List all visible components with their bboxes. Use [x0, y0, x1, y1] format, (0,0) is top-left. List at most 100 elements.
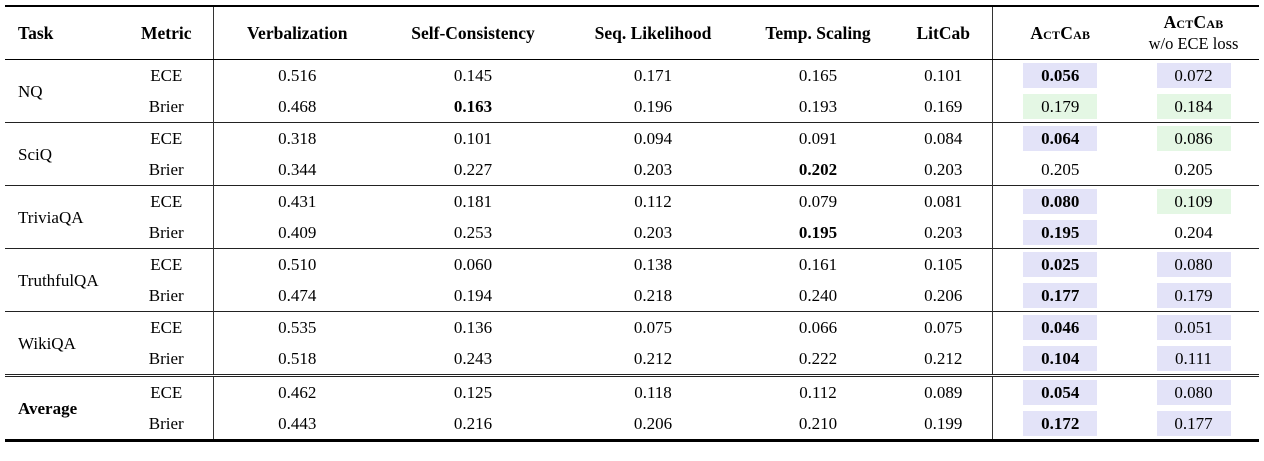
value-cell-litcab: 0.084: [895, 122, 992, 154]
table-body: NQ ECE 0.516 0.145 0.171 0.165 0.101 0.056 0.072…: [5, 59, 1259, 441]
table-row: Brier 0.409 0.253 0.203 0.195 0.203 0.195 0.204: [5, 217, 1259, 249]
value-cell-self-consistency: 0.216: [381, 408, 565, 441]
value-cell-litcab: 0.101: [895, 60, 992, 92]
value: 0.240: [798, 286, 838, 305]
value: 0.094: [633, 129, 673, 148]
highlighted-value: 0.080: [1156, 380, 1231, 405]
value: 0.202: [798, 160, 838, 179]
value: 0.204: [1174, 223, 1213, 242]
value-cell-verbalization: 0.443: [212, 408, 381, 441]
task-cell: WikiQA: [5, 311, 120, 376]
table-row: WikiQA ECE 0.535 0.136 0.075 0.066 0.075 0.046 0…: [5, 311, 1259, 376]
value-cell-self-consistency: 0.227: [381, 154, 565, 186]
value: 0.518: [278, 349, 317, 368]
value: 0.227: [453, 160, 493, 179]
value-cell-verbalization: 0.344: [212, 154, 381, 186]
value: 0.344: [278, 160, 317, 179]
metric-cell: ECE: [120, 185, 213, 217]
highlighted-value: 0.177: [1023, 283, 1098, 308]
highlighted-value: 0.177: [1156, 411, 1231, 436]
table-row: TruthfulQA ECE 0.510 0.060 0.138 0.161 0.105 0.…: [5, 248, 1259, 312]
value-cell-seq-likelihood: 0.203: [565, 154, 741, 186]
value: 0.253: [453, 223, 493, 242]
metric-cell: ECE: [150, 66, 183, 85]
highlighted-value: 0.195: [1023, 220, 1098, 245]
value: 0.203: [924, 160, 963, 179]
value-cell-self-consistency: 0.136: [381, 311, 565, 343]
value-cell-seq-likelihood: 0.171: [565, 60, 741, 92]
value-cell-seq-likelihood: 0.118: [565, 374, 741, 408]
task-cell: SciQ: [5, 122, 120, 186]
value-cell-temp-scaling: 0.240: [741, 280, 895, 312]
value: 0.222: [798, 349, 838, 368]
value-cell-verbalization: 0.462: [212, 374, 381, 408]
value-cell-temp-scaling: 0.193: [741, 91, 895, 123]
value: 0.218: [633, 286, 673, 305]
value: 0.243: [453, 349, 493, 368]
value: 0.318: [278, 129, 317, 148]
value-cell-actcab-wo-ece-loss: 0.177: [1128, 408, 1259, 441]
value-cell-actcab-wo-ece-loss: 0.204: [1128, 217, 1259, 249]
value-cell-litcab: 0.075: [895, 311, 992, 343]
value: 0.084: [924, 129, 963, 148]
value-cell-litcab: 0.199: [895, 408, 992, 441]
metric-cell: ECE: [120, 122, 213, 154]
value-cell-actcab: 0.054: [991, 374, 1128, 408]
value-cell-litcab: 0.169: [895, 91, 992, 123]
value-cell-temp-scaling: 0.210: [741, 408, 895, 441]
value: 0.145: [453, 66, 493, 85]
value-cell-temp-scaling: 0.202: [741, 154, 895, 186]
col-header-metric: Metric: [120, 6, 213, 60]
value-cell-actcab-wo-ece-loss: 0.111: [1128, 343, 1259, 376]
value: 0.212: [633, 349, 673, 368]
value-cell-temp-scaling: 0.112: [741, 374, 895, 408]
metric-cell: Brier: [148, 349, 184, 368]
value: 0.212: [924, 349, 963, 368]
value: 0.195: [798, 223, 838, 242]
results-table: Task Metric Verbalization Self-Consisten…: [5, 5, 1259, 442]
value-cell-litcab: 0.089: [895, 374, 992, 408]
highlighted-value: 0.046: [1023, 315, 1098, 340]
value-cell-litcab: 0.105: [895, 248, 992, 280]
value: 0.205: [1041, 160, 1080, 179]
table-row: Brier 0.344 0.227 0.203 0.202 0.203 0.205 0.205: [5, 154, 1259, 186]
actcab-wo-title: ActCab: [1163, 12, 1224, 32]
highlighted-value: 0.080: [1156, 252, 1231, 277]
value: 0.203: [633, 223, 673, 242]
value-cell-actcab-wo-ece-loss: 0.184: [1128, 91, 1259, 123]
value-cell-verbalization: 0.518: [212, 343, 381, 376]
value-cell-actcab-wo-ece-loss: 0.086: [1128, 122, 1259, 154]
value-cell-temp-scaling: 0.222: [741, 343, 895, 376]
value: 0.181: [453, 192, 493, 211]
value: 0.101: [453, 129, 493, 148]
value: 0.136: [453, 318, 493, 337]
highlighted-value: 0.051: [1156, 315, 1231, 340]
value-cell-actcab: 0.025: [991, 248, 1128, 280]
metric-cell: ECE: [120, 248, 213, 280]
value: 0.079: [798, 192, 838, 211]
value: 0.169: [924, 97, 963, 116]
highlighted-value: 0.086: [1156, 126, 1231, 151]
highlighted-value: 0.172: [1023, 411, 1098, 436]
value: 0.468: [278, 97, 317, 116]
value-cell-actcab: 0.064: [991, 122, 1128, 154]
value: 0.112: [634, 192, 672, 211]
value-cell-seq-likelihood: 0.206: [565, 408, 741, 441]
value-cell-actcab: 0.172: [991, 408, 1128, 441]
value: 0.535: [278, 318, 317, 337]
actcab-wo-subtitle: w/o ECE loss: [1148, 34, 1239, 53]
value: 0.203: [924, 223, 963, 242]
highlighted-value: 0.064: [1023, 126, 1098, 151]
value: 0.118: [634, 383, 672, 402]
value: 0.510: [278, 255, 317, 274]
value: 0.075: [924, 318, 963, 337]
value: 0.431: [278, 192, 317, 211]
value: 0.091: [798, 129, 838, 148]
highlighted-value: 0.056: [1023, 63, 1098, 88]
value: 0.443: [278, 414, 317, 433]
value-cell-seq-likelihood: 0.203: [565, 217, 741, 249]
col-header-self-consistency: Self-Consistency: [381, 6, 565, 60]
value: 0.165: [798, 66, 838, 85]
value: 0.089: [924, 383, 963, 402]
value-cell-temp-scaling: 0.091: [741, 122, 895, 154]
